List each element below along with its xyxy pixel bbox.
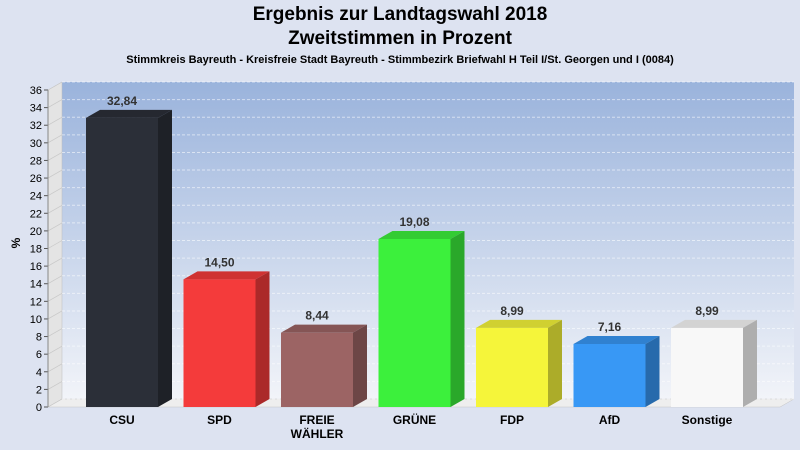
bar-side <box>645 335 660 407</box>
bar-top <box>573 335 660 344</box>
gridline-side <box>47 116 63 126</box>
x-category-label: AfD <box>599 413 621 427</box>
bar-side <box>158 109 172 407</box>
bar-front <box>573 343 646 407</box>
bar-csu <box>86 109 172 407</box>
data-label: 14,50 <box>204 255 234 269</box>
y-tick-label: 36 <box>30 85 42 97</box>
data-label: 19,08 <box>399 215 429 229</box>
x-category-label: CSU <box>109 413 134 427</box>
gridline-side <box>47 310 63 320</box>
gridline-side <box>47 222 63 232</box>
y-tick-label: 16 <box>30 261 42 273</box>
gridline-side <box>47 99 63 108</box>
gridline-side <box>47 328 63 337</box>
bar-front <box>476 327 548 407</box>
bar-spd <box>183 271 270 407</box>
bar-top <box>281 324 367 333</box>
y-axis-label: % <box>9 237 23 248</box>
gridline-side <box>47 187 63 196</box>
y-tick-label: 8 <box>36 332 42 344</box>
bar-side <box>353 324 367 407</box>
gridline-side <box>47 293 63 302</box>
data-label: 32,84 <box>107 94 137 108</box>
x-category-label: FREIE WÄHLER <box>291 413 344 441</box>
gridline-side <box>47 240 63 249</box>
gridline-side <box>47 275 63 285</box>
bar-front <box>378 238 451 407</box>
bar-front <box>86 117 158 407</box>
y-tick-label: 32 <box>30 120 42 132</box>
y-tick-label: 34 <box>30 103 42 115</box>
y-tick-label: 26 <box>30 173 42 185</box>
gridline-side <box>47 134 63 144</box>
bar-side <box>743 319 757 407</box>
y-tick-label: 24 <box>30 191 42 203</box>
bar-top <box>183 271 270 280</box>
y-tick-label: 2 <box>36 384 42 396</box>
y-tick-label: 30 <box>30 138 42 150</box>
gridline-side <box>47 152 63 161</box>
data-label: 8,99 <box>695 304 719 318</box>
x-category-label: Sonstige <box>682 413 733 427</box>
bar-fdp <box>476 319 562 407</box>
bar-top <box>86 109 172 118</box>
bar-top <box>378 230 465 239</box>
bar-side <box>450 230 465 407</box>
gridline-side <box>47 81 63 91</box>
gridline-side <box>47 363 63 373</box>
gridline-side <box>47 398 63 408</box>
y-tick-label: 14 <box>30 279 42 291</box>
y-tick-label: 6 <box>36 349 42 361</box>
gridline-side <box>47 345 63 355</box>
x-category-label: FDP <box>500 413 524 427</box>
bar-afd <box>573 335 660 407</box>
gridline-side <box>47 257 63 267</box>
bar-front <box>671 327 743 407</box>
data-label: 8,99 <box>500 304 524 318</box>
bar-front <box>183 279 256 407</box>
bar-side <box>255 271 270 407</box>
bar-front <box>281 332 353 407</box>
bar-grüne <box>378 230 465 407</box>
y-tick-label: 20 <box>30 226 42 238</box>
chart-title-line1: Ergebnis zur Landtagswahl 2018 <box>252 4 548 25</box>
chart-subtitle: Stimmkreis Bayreuth - Kreisfreie Stadt B… <box>126 54 674 66</box>
gridline-side <box>47 204 63 214</box>
x-category-label: SPD <box>207 413 232 427</box>
bar-top <box>476 319 562 328</box>
y-tick-label: 28 <box>30 155 42 167</box>
data-label: 8,44 <box>305 309 329 323</box>
y-tick-label: 18 <box>30 244 42 256</box>
bar-sonstige <box>671 319 757 407</box>
y-tick-label: 22 <box>30 208 42 220</box>
x-category-label: GRÜNE <box>393 412 436 427</box>
y-tick-label: 4 <box>36 367 42 379</box>
bar-freie-wähler <box>281 324 367 407</box>
y-tick-label: 12 <box>30 296 42 308</box>
chart-title-line2: Zweitstimmen in Prozent <box>288 28 512 49</box>
gridline-side <box>47 169 63 179</box>
bar-top <box>671 319 757 328</box>
y-tick-label: 10 <box>30 314 42 326</box>
bar-side <box>548 319 562 407</box>
y-tick-label: 0 <box>36 402 42 414</box>
gridline-side <box>47 381 63 390</box>
data-label: 7,16 <box>598 320 622 334</box>
